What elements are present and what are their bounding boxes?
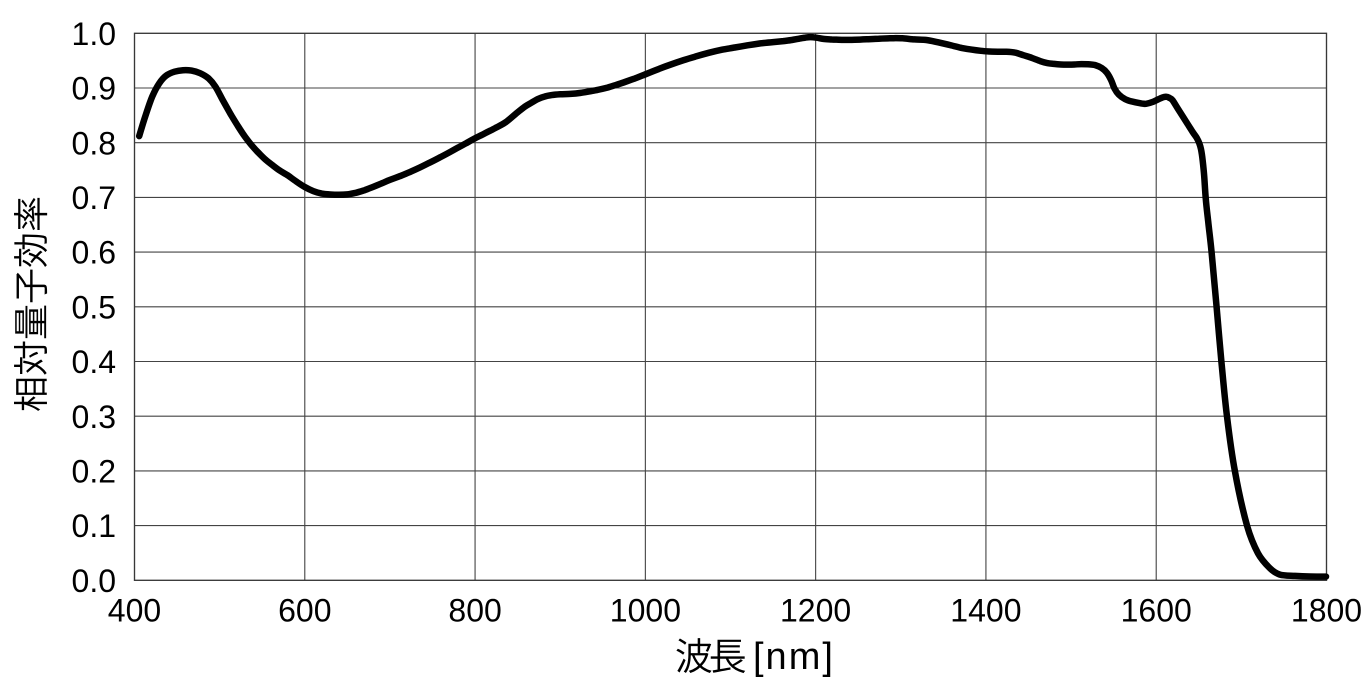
svg-text:1400: 1400 xyxy=(950,592,1021,628)
svg-text:400: 400 xyxy=(108,592,161,628)
svg-text:600: 600 xyxy=(278,592,331,628)
svg-text:1600: 1600 xyxy=(1121,592,1192,628)
svg-text:0.9: 0.9 xyxy=(72,71,116,107)
svg-text:0.6: 0.6 xyxy=(72,235,116,271)
svg-text:1000: 1000 xyxy=(610,592,681,628)
svg-text:0.8: 0.8 xyxy=(72,125,116,161)
svg-text:0.0: 0.0 xyxy=(72,563,116,599)
svg-text:0.3: 0.3 xyxy=(72,399,116,435)
svg-text:0.2: 0.2 xyxy=(72,454,116,490)
svg-text:[nm]: [nm] xyxy=(753,636,835,678)
svg-text:800: 800 xyxy=(448,592,501,628)
svg-text:0.5: 0.5 xyxy=(72,289,116,325)
svg-text:1.0: 1.0 xyxy=(72,16,116,52)
svg-text:0.4: 0.4 xyxy=(72,344,116,380)
svg-text:0.1: 0.1 xyxy=(72,508,116,544)
svg-text:1800: 1800 xyxy=(1291,592,1362,628)
svg-text:0.7: 0.7 xyxy=(72,180,116,216)
svg-text:1200: 1200 xyxy=(780,592,851,628)
